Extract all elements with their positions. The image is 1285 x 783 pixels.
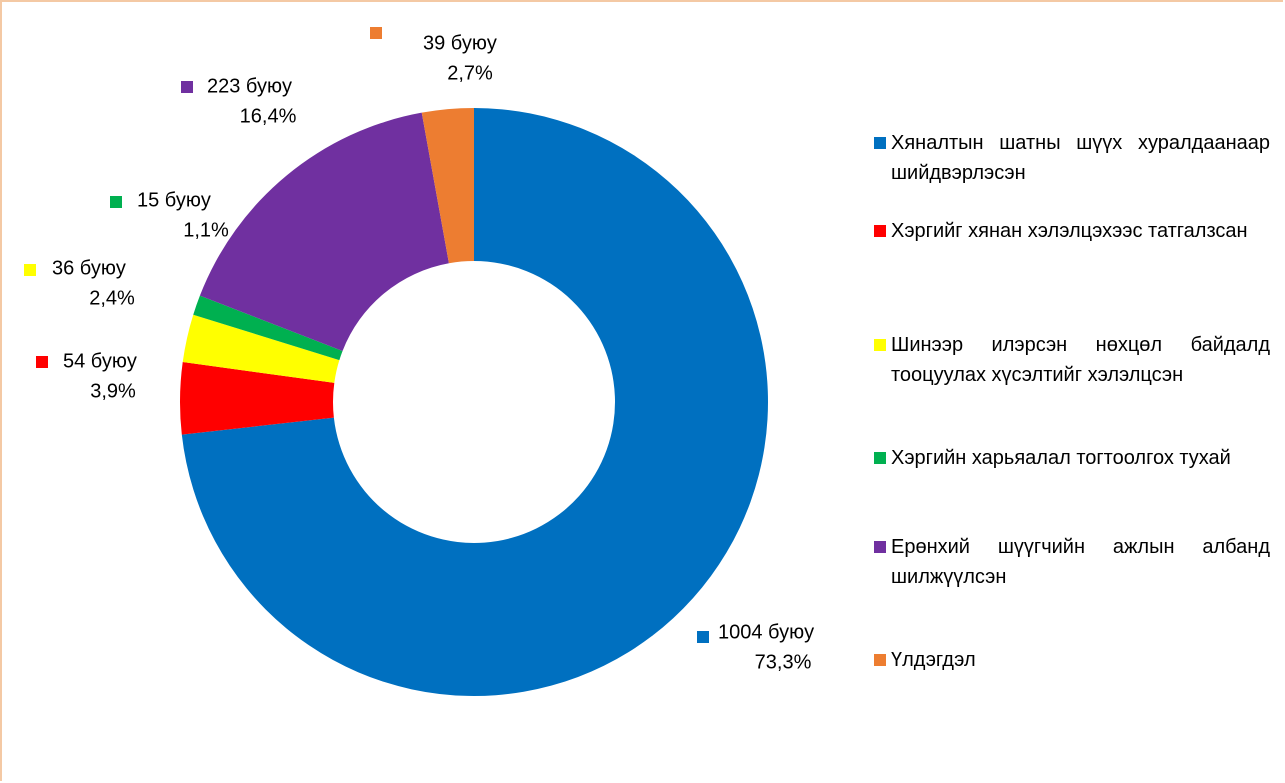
legend-entry: Хэргийг хянан хэлэлцэхээс татгалзсан [874,216,1270,246]
legend-label: Хэргийг хянан хэлэлцэхээс татгалзсан [891,220,1248,242]
legend-entry: Үлдэгдэл [874,645,1270,675]
legend-label: Шинээр илэрсэн нөхцөл байдалд тооцуулах … [891,334,1270,386]
data-label: 2,7% [447,62,493,84]
data-label: 54 буюу [63,350,137,372]
legend-swatch [874,339,886,351]
donut-slice [179,362,335,435]
data-label: 73,3% [755,651,812,673]
donut-slice [182,314,340,383]
label-key [697,631,709,643]
chart: 1004 буюу 73,3% 54 буюу 3,9% 36 буюу 2,4% 15 б… [24,27,814,696]
data-label: 36 буюу [52,257,126,279]
legend-label: Хяналтын шатны шүүх хуралдаанаар шийдвэр… [891,132,1270,184]
data-label: 15 буюу [137,189,211,211]
legend-swatch [874,137,886,149]
data-label: 39 буюу [423,32,497,54]
legend-label: Үлдэгдэл [891,649,976,671]
legend-entry: Хяналтын шатны шүүх хуралдаанаар шийдвэр… [874,128,1270,188]
donut-slice [181,108,769,696]
legend-label: Ерөнхий шүүгчийн ажлын албанд шилжүүлсэн [891,536,1270,588]
legend-swatch [874,225,886,237]
data-label: 223 буюу [207,75,292,97]
legend-entry: Ерөнхий шүүгчийн ажлын албанд шилжүүлсэн [874,532,1270,592]
label-key [36,356,48,368]
legend-entry: Шинээр илэрсэн нөхцөл байдалд тооцуулах … [874,330,1270,390]
data-label: 16,4% [240,105,297,127]
data-label: 2,4% [89,287,135,309]
donut-slice [193,295,343,361]
data-label: 1,1% [183,219,229,241]
legend-label: Хэргийн харьяалал тогтоолгох тухай [891,447,1231,469]
label-key [181,81,193,93]
data-label: 1004 буюу [718,621,814,643]
legend-swatch [874,541,886,553]
donut-slice [421,108,474,264]
label-key [370,27,382,39]
legend-swatch [874,452,886,464]
label-key [24,264,36,276]
legend-swatch [874,654,886,666]
legend-entry: Хэргийн харьяалал тогтоолгох тухай [874,443,1270,473]
label-key [110,196,122,208]
donut-slice [199,112,449,352]
data-label: 3,9% [90,380,136,402]
